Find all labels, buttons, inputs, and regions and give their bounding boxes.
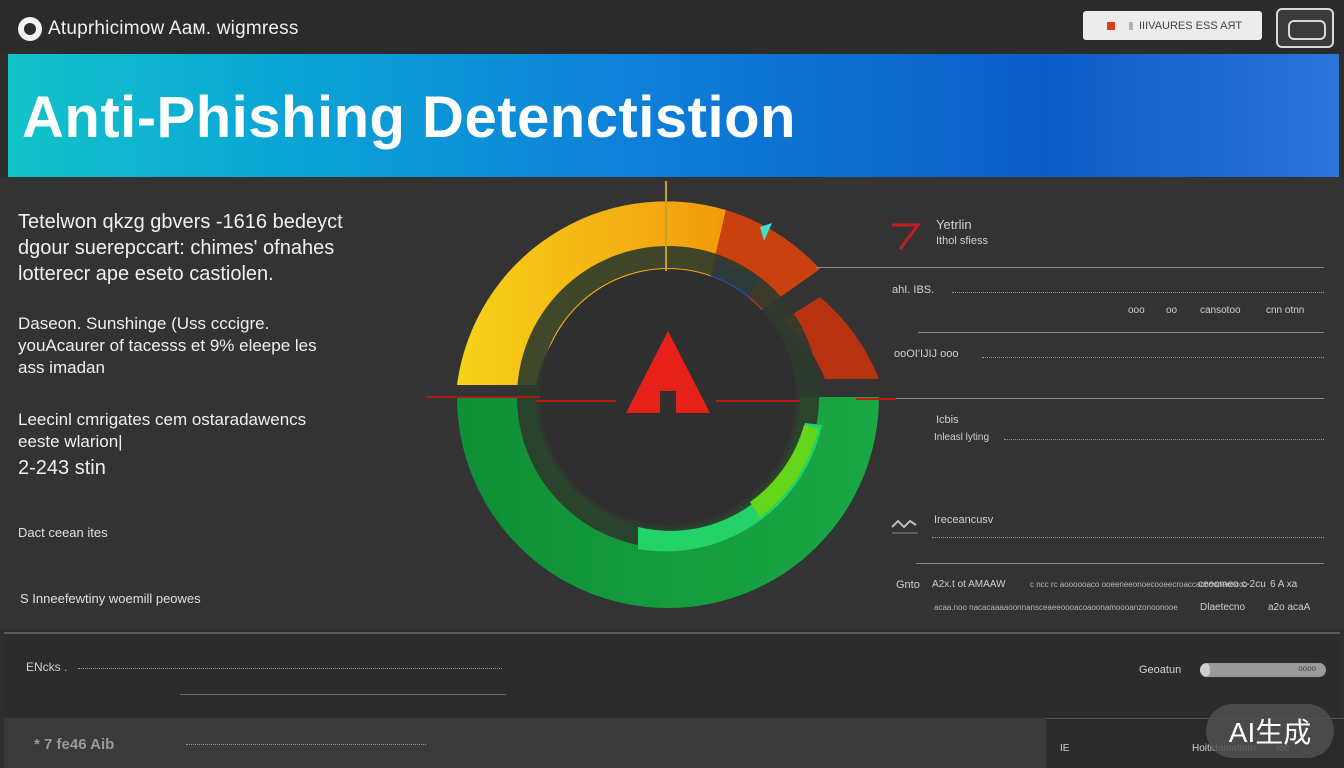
- status-indicator[interactable]: IIIVAURES ESS AЯТ: [1083, 11, 1262, 40]
- description-line: ass imadan: [18, 358, 105, 377]
- row-label: ahI. IBS.: [892, 284, 935, 296]
- row-dots: [952, 292, 1324, 293]
- row-value: Dlaetecno: [1200, 602, 1246, 613]
- description-line: Daseon. Sunshinge (Uss cccigre.: [18, 314, 270, 333]
- row-value: A2x.t ot AMAAW: [932, 579, 1006, 590]
- strip-divider: [180, 694, 506, 695]
- row-value: 6 A xa: [1270, 579, 1298, 590]
- divider: [896, 398, 1324, 399]
- app-logo-icon: [18, 17, 42, 41]
- scan-progress-fill: [1200, 663, 1211, 677]
- strip-dots: [78, 668, 502, 669]
- gauge-needle-icon: [760, 223, 772, 241]
- metrics-line: Leecinl cmrigates cem ostaradawencs: [18, 410, 307, 429]
- row-value: cnn otnn: [1266, 305, 1305, 316]
- row-value: acaa.noo nacacaaaaoonnansceaeeoooacoaoon…: [934, 603, 1178, 612]
- description-paragraph: Daseon. Sunshinge (Uss cccigre. youAcaur…: [18, 313, 418, 379]
- footer-note: S Inneefewtiny woemill peowes: [20, 591, 201, 606]
- divider: [816, 267, 1324, 268]
- title-bar: Atuprhicimow Aам. wigmress IIIVAURES ESS…: [0, 0, 1344, 54]
- footer-left-label: * 7 fe46 Aib: [34, 736, 115, 753]
- status-text: IIIVAURES ESS AЯТ: [1139, 19, 1243, 32]
- row-dots: [982, 357, 1324, 358]
- footer-id: IE: [1060, 743, 1070, 754]
- row-value: ceecmeo c-2cu: [1198, 579, 1266, 590]
- row-label: Gnto: [896, 579, 920, 591]
- alert-triangle-icon: [626, 331, 710, 413]
- ai-generated-watermark: AI生成: [1206, 704, 1334, 758]
- row-value: cansotoo: [1200, 305, 1241, 316]
- row-dots: [932, 537, 1324, 538]
- intro-line: dgour suerepccart: chimes' ofnahes: [18, 237, 335, 259]
- intro-line: lotterecr ape eseto castiolen.: [18, 263, 274, 285]
- row-dots: [1004, 439, 1324, 440]
- strip-right-label: Geoatun: [1139, 664, 1182, 676]
- intro-paragraph: Tetelwon qkzg gbvers -1616 bedeyct dgour…: [18, 209, 418, 287]
- metrics-paragraph: Leecinl cmrigates cem ostaradawencs eest…: [18, 409, 418, 479]
- pulse-icon: [891, 519, 918, 534]
- main-panel: Tetelwon qkzg gbvers -1616 bedeyct dgour…: [0, 177, 1344, 629]
- gauge-green-segment: [457, 397, 879, 608]
- strip-label: ENcks .: [26, 660, 68, 674]
- device-toggle-button[interactable]: [1276, 8, 1334, 48]
- divider: [918, 332, 1324, 333]
- panel-subtitle: Ithol sfiess: [936, 235, 988, 247]
- row-value: ooo: [1128, 305, 1145, 316]
- description-line: youAcaurer of tacesss et 9% eleepe les: [18, 336, 317, 355]
- row-value: a2o acaA: [1268, 602, 1311, 613]
- intro-line: Tetelwon qkzg gbvers -1616 bedeyct: [18, 211, 343, 233]
- panel-title: Yetrlin: [936, 217, 972, 232]
- app-title: Atuprhicimow Aам. wigmress: [48, 18, 299, 39]
- metrics-line: eeste wlarion|: [18, 432, 123, 451]
- header-banner: Anti-Phishing Detenctistion: [8, 54, 1339, 177]
- detection-note: Dact ceean ites: [18, 525, 108, 540]
- row-sublabel: Inleasl lyting: [934, 432, 990, 443]
- row-label: Icbis: [936, 414, 959, 426]
- scan-progress-text: oooo: [1298, 664, 1316, 673]
- row-label: Ireceancusv: [934, 514, 994, 526]
- footer-dots: [186, 744, 426, 745]
- alert-dot-icon: [1107, 21, 1115, 30]
- row-value: c ncc rc aoooooaco ooeeneeonoecooeecroac…: [1030, 580, 1248, 589]
- page-title: Anti-Phishing Detenctistion: [22, 85, 796, 150]
- row-value: oo: [1166, 305, 1178, 316]
- seven-mark-icon: [892, 223, 921, 250]
- divider: [916, 563, 1324, 564]
- divider-icon: [1129, 21, 1133, 30]
- status-strip: [4, 632, 1340, 718]
- scan-progress-bar[interactable]: oooo: [1200, 663, 1326, 677]
- gauge-red-segment: [782, 297, 879, 379]
- metrics-value: 2-243 stin: [18, 457, 106, 479]
- threat-gauge: [426, 181, 896, 608]
- row-label: ooOI'IJIJ ooo: [894, 348, 959, 360]
